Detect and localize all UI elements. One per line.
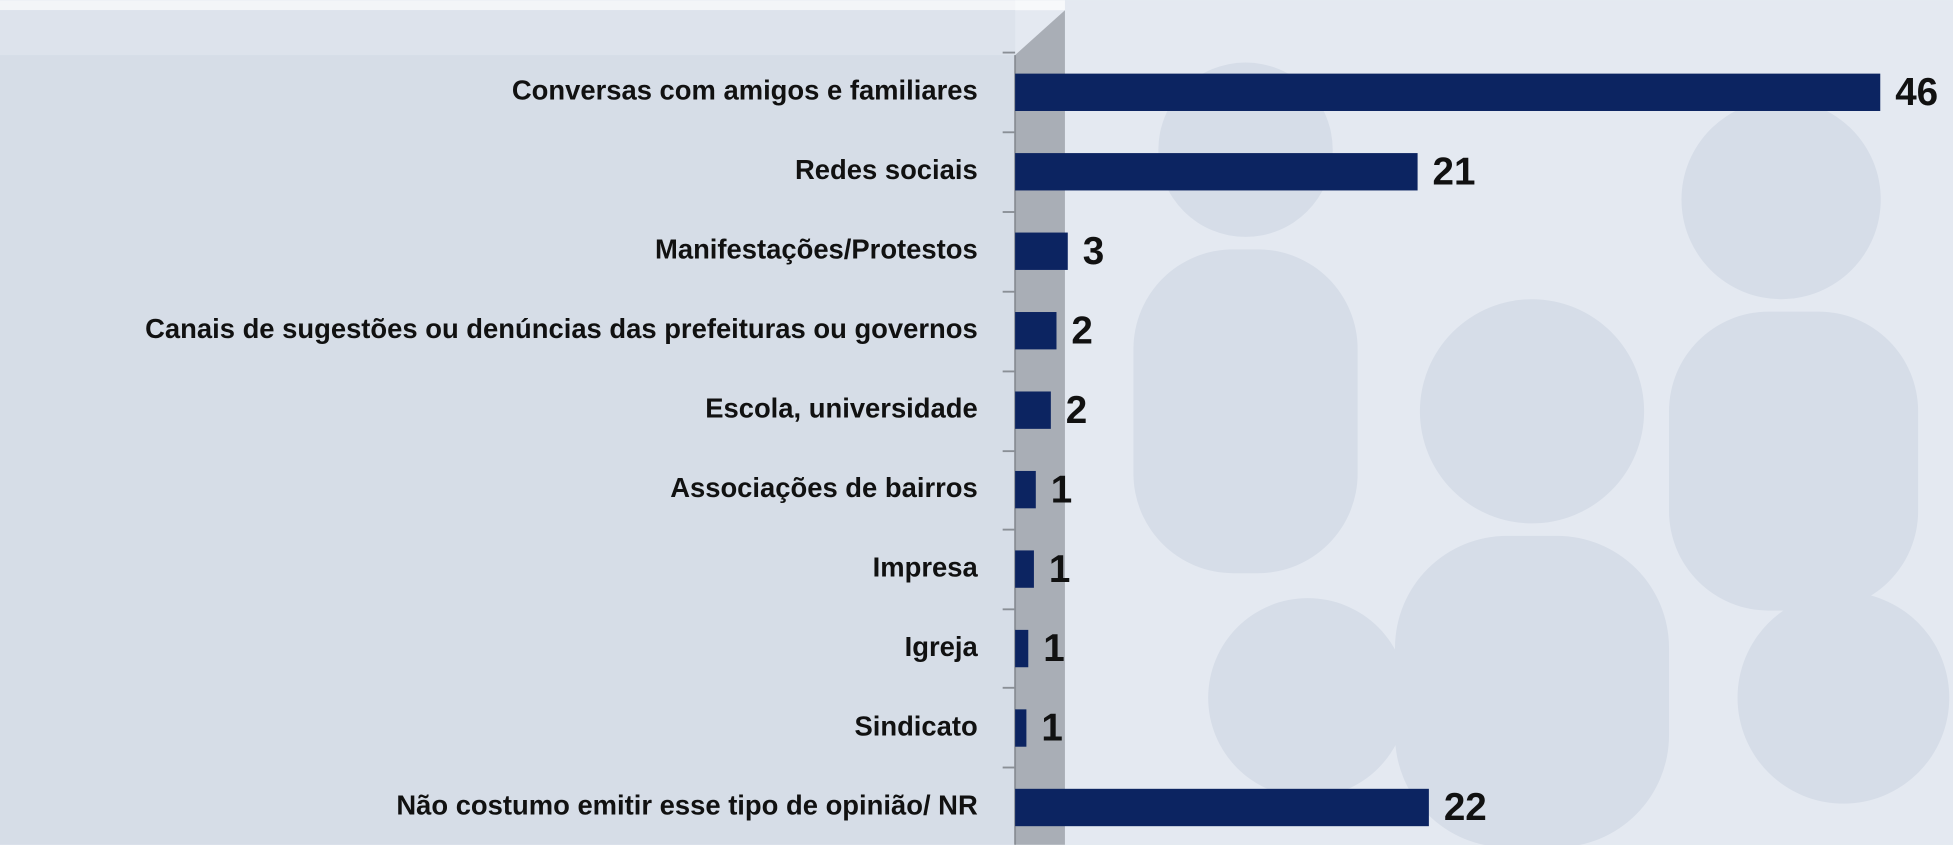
value-label: 22 (1444, 786, 1487, 829)
background-silhouettes (1133, 62, 1950, 845)
bar (1015, 232, 1068, 270)
value-label: 1 (1043, 627, 1064, 670)
panel-band (0, 10, 1016, 56)
bar (1015, 73, 1881, 111)
plot-panel (0, 0, 1016, 845)
category-label: Impresa (873, 551, 979, 582)
category-label: Associações de bairros (670, 472, 978, 503)
value-label: 1 (1049, 548, 1070, 591)
value-label: 2 (1071, 309, 1092, 352)
bar (1015, 153, 1418, 191)
bar (1015, 709, 1027, 747)
value-label: 1 (1051, 468, 1072, 511)
bar (1015, 788, 1429, 827)
bar (1015, 550, 1034, 588)
value-label: 21 (1433, 150, 1476, 193)
bar (1015, 629, 1029, 668)
value-label: 3 (1083, 230, 1104, 273)
panel-top (0, 0, 1065, 11)
category-label: Canais de sugestões ou denúncias das pre… (145, 313, 978, 344)
bar (1015, 312, 1057, 350)
category-label: Não costumo emitir esse tipo de opinião/… (396, 790, 978, 821)
category-label: Escola, universidade (705, 392, 978, 423)
value-label: 1 (1041, 707, 1062, 750)
category-ticks (1002, 51, 1016, 769)
value-label: 46 (1895, 71, 1938, 114)
bar (1015, 470, 1036, 509)
category-label: Conversas com amigos e familiares (512, 75, 978, 106)
value-label: 2 (1066, 389, 1087, 432)
bar (1015, 391, 1051, 429)
category-label: Manifestações/Protestos (655, 233, 978, 264)
category-label: Sindicato (854, 710, 977, 741)
category-label: Redes sociais (795, 154, 978, 185)
category-label: Igreja (905, 631, 979, 662)
